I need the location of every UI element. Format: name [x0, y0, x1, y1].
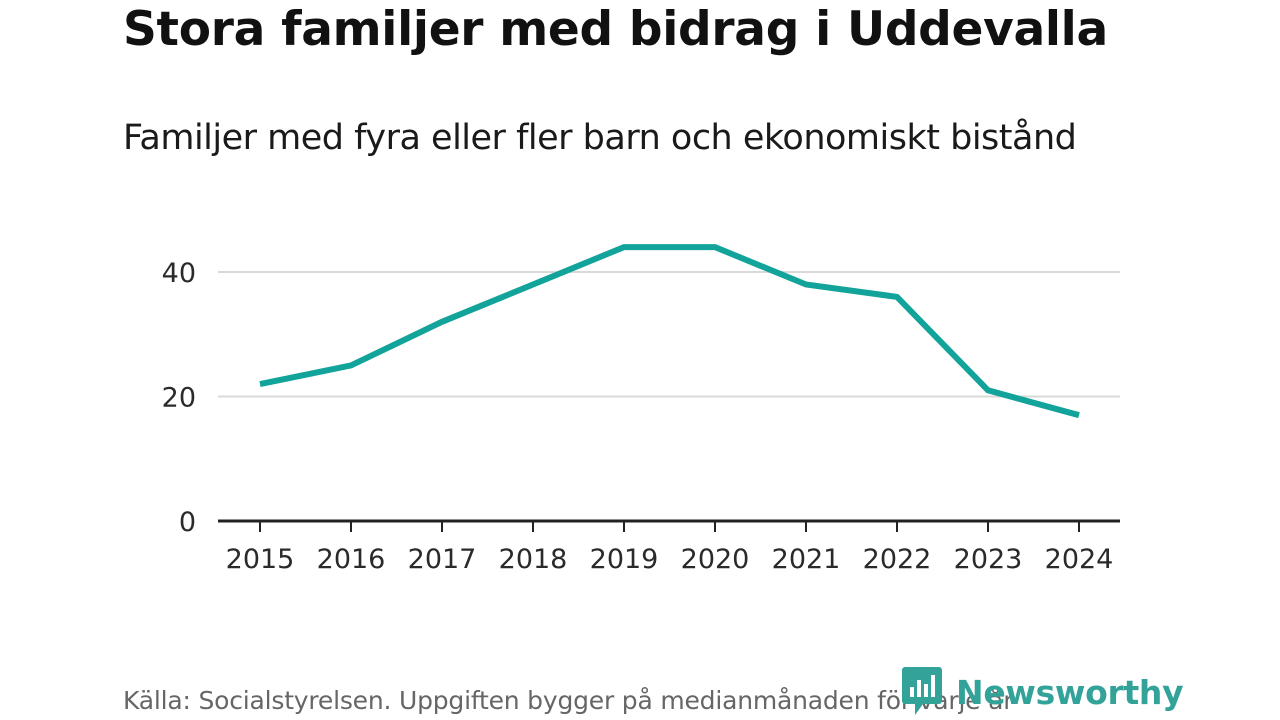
chart-title: Stora familjer med bidrag i Uddevalla	[123, 2, 1108, 57]
x-axis: 2015 2016 2017 2018 2019 2020 2021 2022 2023 2024	[218, 519, 1120, 575]
chart-subtitle: Familjer med fyra eller fler barn och ek…	[123, 118, 1077, 158]
newsworthy-logo-icon	[902, 667, 942, 715]
brand: Newsworthy	[902, 667, 1184, 715]
source-note: Källa: Socialstyrelsen. Uppgiften bygger…	[123, 686, 1014, 715]
y-tick-label-20: 20	[162, 383, 196, 414]
y-tick-label-0: 0	[179, 507, 196, 538]
x-tick-label-2018: 2018	[499, 544, 568, 575]
y-axis-ticks: 0 20 40	[162, 258, 196, 538]
x-tick-label-2015: 2015	[226, 544, 295, 575]
series-line-0	[259, 244, 1080, 419]
brand-name: Newsworthy	[956, 672, 1184, 712]
x-tick-label-2023: 2023	[954, 544, 1023, 575]
x-tick-label-2021: 2021	[772, 544, 841, 575]
x-tick-label-2017: 2017	[408, 544, 477, 575]
x-tick-label-2016: 2016	[317, 544, 386, 575]
x-tick-label-2022: 2022	[863, 544, 932, 575]
y-tick-label-40: 40	[162, 258, 196, 289]
x-tick-label-2019: 2019	[590, 544, 659, 575]
series-lines	[259, 244, 1080, 419]
x-tick-label-2020: 2020	[681, 544, 750, 575]
x-tick-label-2024: 2024	[1045, 544, 1114, 575]
grid-lines	[218, 271, 1120, 398]
